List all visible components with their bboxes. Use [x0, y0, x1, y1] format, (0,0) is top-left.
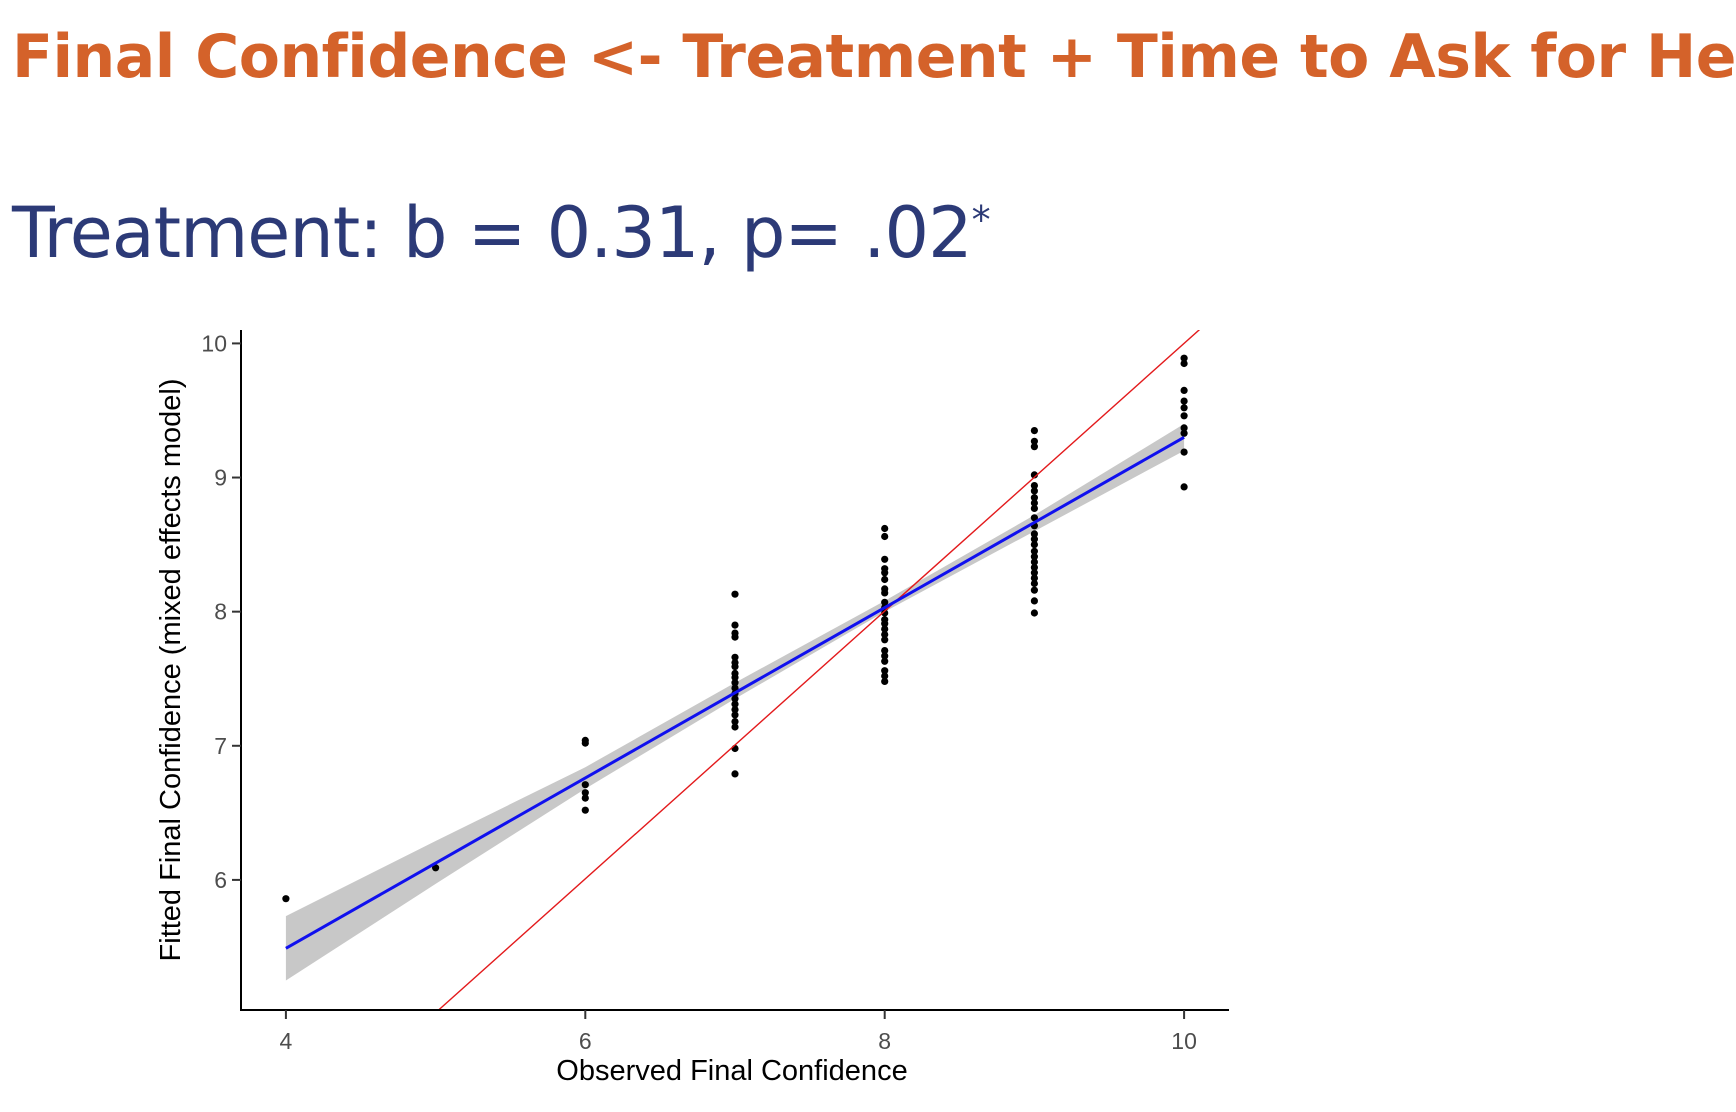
- data-point: [1030, 487, 1038, 495]
- y-tick-label: 8: [214, 599, 227, 625]
- data-point: [731, 706, 739, 714]
- y-tick-label: 6: [214, 867, 227, 893]
- data-point: [1180, 424, 1188, 432]
- data-point: [1030, 547, 1038, 555]
- data-point: [581, 794, 589, 802]
- data-point: [731, 695, 739, 703]
- data-point: [881, 609, 889, 617]
- data-point: [731, 684, 739, 692]
- data-point: [1030, 597, 1038, 605]
- data-point: [1030, 609, 1038, 617]
- data-point: [1180, 429, 1188, 437]
- data-point: [731, 633, 739, 641]
- data-point: [1030, 563, 1038, 572]
- points-layer: [282, 354, 1188, 903]
- data-point: [581, 789, 589, 797]
- data-point: [881, 532, 889, 541]
- y-tick-label: 10: [201, 330, 227, 356]
- data-point: [1030, 579, 1038, 588]
- y-axis-label: Fitted Final Confidence (mixed effects m…: [155, 379, 187, 962]
- x-tick-label: 4: [280, 1028, 293, 1054]
- data-point: [731, 723, 739, 731]
- axes-layer: 4 6 8 10 6 7 8 9 10: [201, 330, 1229, 1054]
- data-point: [731, 590, 739, 598]
- significance-marker: *: [971, 198, 991, 242]
- data-point: [881, 569, 889, 577]
- data-point: [432, 864, 440, 872]
- data-point: [731, 621, 739, 629]
- data-point: [731, 679, 739, 687]
- data-point: [731, 673, 739, 682]
- x-tick-label: 6: [579, 1028, 592, 1054]
- data-point: [881, 657, 889, 665]
- data-point: [1030, 586, 1038, 594]
- fit-line: [285, 435, 1185, 950]
- data-point: [1180, 412, 1188, 420]
- data-point: [881, 677, 889, 686]
- data-point: [1030, 574, 1038, 582]
- x-axis-label: Observed Final Confidence: [556, 1055, 907, 1087]
- y-tick-label: 9: [214, 465, 227, 491]
- data-point: [881, 598, 889, 606]
- data-point: [731, 711, 739, 719]
- data-point: [1030, 427, 1038, 435]
- identity-line: [438, 330, 1201, 1010]
- data-point: [881, 575, 889, 584]
- data-point: [881, 620, 889, 628]
- data-point: [881, 589, 889, 597]
- slide-title: Final Confidence <- Treatment + Time to …: [12, 22, 1736, 92]
- data-point: [1180, 404, 1188, 412]
- data-point: [881, 636, 889, 644]
- x-tick-label: 8: [878, 1028, 891, 1054]
- data-point: [1180, 386, 1188, 394]
- x-tick-label: 10: [1171, 1028, 1197, 1054]
- data-point: [1030, 482, 1038, 490]
- data-point: [1180, 483, 1188, 491]
- data-point: [881, 630, 889, 639]
- data-point: [1030, 530, 1038, 538]
- data-point: [881, 524, 889, 533]
- data-point: [1030, 535, 1038, 543]
- data-point: [731, 744, 739, 753]
- slide-subtitle: Treatment: b = 0.31, p= .02*: [12, 192, 991, 274]
- data-point: [1030, 437, 1038, 445]
- data-point: [881, 672, 889, 680]
- data-point: [581, 806, 589, 814]
- data-point: [881, 647, 889, 655]
- data-point: [1030, 514, 1038, 522]
- data-point: [1030, 443, 1038, 451]
- y-tick-label: 7: [214, 733, 227, 759]
- data-point: [282, 895, 290, 903]
- data-point: [1030, 504, 1038, 512]
- data-point: [731, 663, 739, 671]
- data-point: [1180, 354, 1188, 362]
- ci-band-layer: [285, 423, 1185, 981]
- data-point: [881, 555, 889, 563]
- data-point: [581, 739, 589, 747]
- data-point: [881, 667, 889, 675]
- data-point: [1030, 494, 1038, 502]
- data-point: [1180, 448, 1188, 456]
- lines-layer: [285, 330, 1201, 1010]
- data-point: [731, 770, 739, 778]
- data-point: [1180, 359, 1188, 368]
- data-point: [1030, 569, 1038, 577]
- data-point: [1030, 499, 1038, 507]
- data-point: [731, 653, 739, 661]
- data-point: [1030, 553, 1038, 561]
- data-point: [731, 718, 739, 726]
- data-point: [1030, 558, 1038, 566]
- data-point: [1180, 397, 1188, 405]
- data-point: [1030, 541, 1038, 549]
- subtitle-text: Treatment: b = 0.31, p= .02: [12, 192, 973, 274]
- data-point: [581, 781, 589, 789]
- data-point: [881, 625, 889, 633]
- data-point: [1030, 471, 1038, 479]
- confidence-band: [285, 423, 1185, 981]
- data-point: [881, 652, 889, 660]
- data-point: [731, 700, 739, 708]
